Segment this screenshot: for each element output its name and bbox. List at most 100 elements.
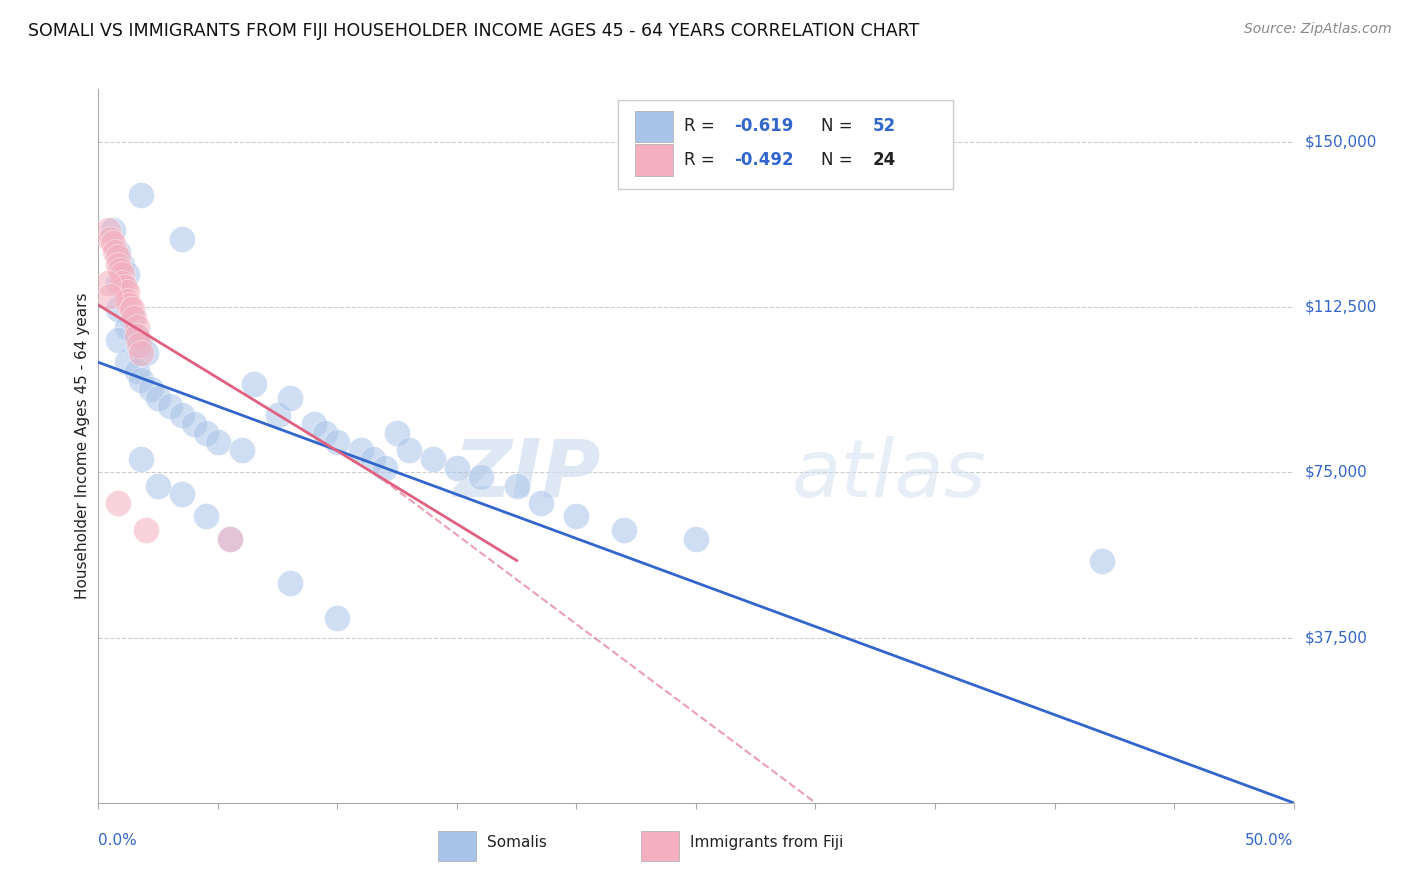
Text: $112,500: $112,500 [1305,300,1376,315]
Point [111,259,134,273]
Point [131,337,153,351]
Text: -0.492: -0.492 [734,151,794,169]
Point [302,417,325,431]
Point [107,333,129,347]
Point [107,250,129,264]
Text: Somalis: Somalis [486,835,547,849]
Text: 50.0%: 50.0% [1246,833,1294,848]
Point [139,382,162,396]
Point [135,523,157,537]
Text: $37,500: $37,500 [1305,630,1368,645]
Text: Immigrants from Fiji: Immigrants from Fiji [690,835,844,849]
Point [128,337,150,351]
Point [350,443,373,458]
Point [135,346,157,360]
Text: ZIP: ZIP [453,435,600,514]
Point [107,302,129,317]
Text: 0.0%: 0.0% [98,833,138,848]
Point [107,496,129,510]
Point [326,434,349,449]
Text: $75,000: $75,000 [1305,465,1368,480]
Point [107,276,129,290]
Point [97,276,120,290]
Point [125,364,148,378]
Point [219,532,242,546]
Point [172,408,194,422]
Point [114,280,136,294]
Point [131,346,153,360]
Point [374,461,396,475]
Y-axis label: Householder Income Ages 45 - 64 years: Householder Income Ages 45 - 64 years [75,293,90,599]
Point [1091,553,1114,567]
Point [98,289,122,303]
Point [101,223,124,237]
Text: SOMALI VS IMMIGRANTS FROM FIJI HOUSEHOLDER INCOME AGES 45 - 64 YEARS CORRELATION: SOMALI VS IMMIGRANTS FROM FIJI HOUSEHOLD… [28,22,920,40]
Point [98,232,122,246]
Point [194,425,217,440]
Text: Source: ZipAtlas.com: Source: ZipAtlas.com [1244,22,1392,37]
Point [124,311,146,326]
Point [118,298,141,312]
Text: N =: N = [821,151,858,169]
Point [115,285,138,299]
Point [183,417,205,431]
Point [107,245,129,260]
Point [446,461,468,475]
Point [267,408,290,422]
Point [685,532,707,546]
Text: -0.619: -0.619 [734,118,793,136]
Point [131,452,153,467]
Point [115,293,138,308]
Point [131,188,153,202]
FancyBboxPatch shape [636,111,673,142]
Point [529,496,551,510]
FancyBboxPatch shape [437,830,477,861]
Point [107,259,129,273]
Point [207,434,229,449]
Point [613,523,636,537]
Point [148,391,170,405]
Point [115,320,138,334]
FancyBboxPatch shape [641,830,679,861]
Point [422,452,444,467]
Point [565,509,588,524]
Text: R =: R = [685,118,720,136]
Text: N =: N = [821,118,858,136]
Text: 24: 24 [873,151,896,169]
Text: $150,000: $150,000 [1305,135,1376,150]
Text: R =: R = [685,151,720,169]
Point [125,320,148,334]
FancyBboxPatch shape [619,100,953,189]
Point [470,470,492,484]
Point [278,575,301,590]
Point [506,478,529,492]
FancyBboxPatch shape [636,145,673,176]
Point [111,276,134,290]
Point [148,478,170,492]
Point [159,400,181,414]
Point [131,373,153,387]
Point [278,391,301,405]
Point [125,329,148,343]
Point [219,532,242,546]
Point [104,245,127,260]
Point [125,329,148,343]
Point [121,311,143,326]
Point [115,267,138,281]
Point [101,236,124,251]
Point [108,262,131,277]
Point [398,443,420,458]
Text: 52: 52 [873,118,896,136]
Point [172,487,194,501]
Point [97,223,120,237]
Point [315,425,337,440]
Point [194,509,217,524]
Point [326,611,349,625]
Point [243,377,266,392]
Point [115,355,138,369]
Point [111,267,134,281]
Point [385,425,409,440]
Point [363,452,385,467]
Point [172,232,194,246]
Text: atlas: atlas [792,435,987,514]
